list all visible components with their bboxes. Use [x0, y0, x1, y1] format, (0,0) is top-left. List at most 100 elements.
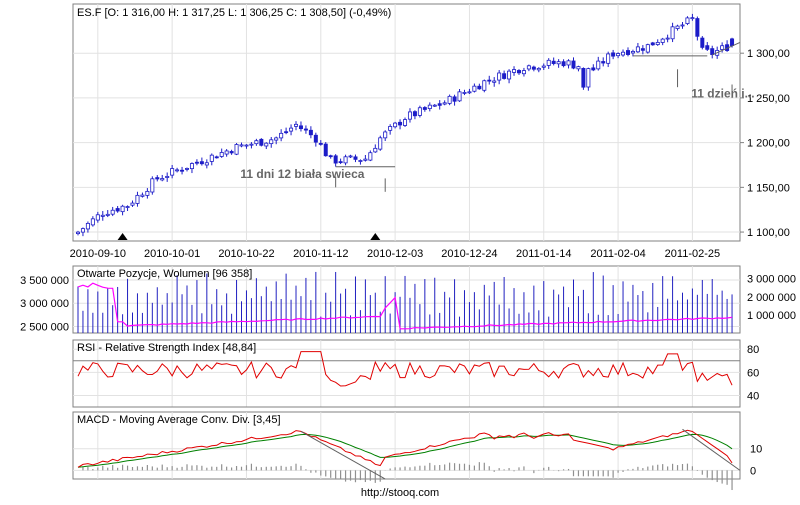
bearish-candle	[591, 67, 596, 71]
bearish-candle	[180, 169, 185, 172]
bullish-candle	[556, 61, 561, 65]
volume-panel-frame	[72, 265, 741, 334]
bearish-candle	[710, 48, 715, 55]
bullish-candle	[358, 160, 363, 162]
bullish-candle	[690, 17, 695, 20]
bullish-candle	[566, 60, 571, 66]
bullish-candle	[630, 51, 635, 54]
bullish-candle	[482, 80, 487, 91]
bullish-candle	[472, 85, 477, 92]
bearish-candle	[199, 161, 204, 165]
bullish-candle	[85, 222, 90, 230]
bearish-candle	[531, 66, 536, 70]
x-tick-label: 2011-01-14	[516, 248, 571, 260]
bullish-candle	[586, 68, 591, 88]
x-tick-label: 2011-02-04	[590, 248, 645, 260]
bullish-candle	[373, 147, 378, 153]
bullish-candle	[239, 144, 244, 147]
rsi-tick-label: 40	[747, 390, 759, 402]
bullish-candle	[507, 70, 512, 80]
bullish-candle	[403, 119, 408, 126]
bullish-candle	[492, 80, 497, 83]
bullish-candle	[269, 139, 274, 145]
bullish-candle	[80, 228, 85, 233]
bullish-candle	[427, 104, 432, 110]
rsi-panel-title: RSI - Relative Strength Index [48,84]	[77, 342, 256, 354]
triangle-marker	[370, 233, 381, 240]
bullish-candle	[606, 53, 611, 64]
bullish-candle	[130, 202, 135, 206]
bullish-candle	[234, 144, 239, 155]
chart-annotation: 11 dzień i...	[691, 86, 754, 100]
bullish-candle	[95, 214, 100, 221]
bearish-candle	[229, 151, 234, 154]
bullish-candle	[135, 194, 140, 204]
bullish-candle	[209, 154, 214, 162]
bullish-candle	[720, 45, 725, 50]
bearish-candle	[437, 103, 442, 106]
bearish-candle	[422, 107, 427, 110]
bullish-candle	[244, 144, 249, 147]
bullish-candle	[665, 37, 670, 40]
bullish-candle	[467, 91, 472, 94]
bullish-candle	[249, 143, 254, 146]
bullish-candle	[254, 140, 259, 145]
macd-trend-line	[682, 428, 741, 471]
right-axis-label: 2 000 000	[747, 292, 796, 304]
bullish-candle	[368, 152, 373, 161]
bullish-candle	[417, 107, 422, 116]
bullish-candle	[407, 111, 412, 120]
x-tick-label: 2011-02-25	[665, 248, 720, 260]
bearish-candle	[303, 128, 308, 131]
bullish-candle	[100, 214, 105, 217]
right-axis-label: 1 000 000	[747, 310, 796, 322]
bearish-candle	[115, 208, 120, 212]
bullish-candle	[660, 38, 665, 43]
bullish-candle	[621, 51, 626, 56]
x-tick-label: 2010-12-03	[367, 248, 423, 260]
bearish-candle	[194, 161, 199, 164]
bearish-candle	[308, 129, 313, 136]
bullish-candle	[670, 26, 675, 40]
bearish-candle	[551, 60, 556, 64]
bullish-candle	[185, 168, 190, 170]
bearish-candle	[284, 131, 289, 134]
bearish-candle	[625, 50, 630, 55]
bullish-candle	[189, 163, 194, 170]
bullish-candle	[680, 24, 685, 27]
bearish-candle	[477, 85, 482, 90]
bearish-candle	[700, 37, 705, 48]
x-tick-label: 2010-12-24	[441, 248, 497, 260]
bullish-candle	[457, 91, 462, 102]
bullish-candle	[140, 194, 145, 197]
bullish-candle	[294, 123, 299, 127]
bullish-candle	[536, 67, 541, 71]
x-tick-label: 2010-10-01	[144, 248, 200, 260]
bullish-candle	[150, 178, 155, 193]
bearish-candle	[650, 42, 655, 46]
bearish-candle	[412, 111, 417, 117]
x-tick-label: 2010-11-12	[293, 248, 348, 260]
bullish-candle	[219, 152, 224, 157]
bullish-candle	[105, 213, 110, 216]
y-tick-label: 1 200,00	[747, 138, 790, 150]
macd-tick-label: 0	[750, 465, 756, 477]
footer-url: http://stooq.com	[361, 487, 439, 499]
macd-line	[77, 429, 733, 468]
bullish-candle	[378, 137, 383, 150]
left-axis-label: 2 500 000	[20, 321, 69, 333]
bullish-candle	[576, 66, 581, 70]
bullish-candle	[279, 132, 284, 139]
rsi-tick-label: 80	[747, 344, 759, 356]
bullish-candle	[76, 231, 81, 235]
bullish-candle	[512, 69, 517, 73]
y-tick-label: 1 250,00	[747, 93, 790, 105]
open-interest-line	[77, 282, 733, 330]
bullish-candle	[264, 142, 269, 147]
bullish-candle	[289, 127, 294, 132]
bullish-candle	[383, 131, 388, 139]
bearish-candle	[571, 60, 576, 69]
bearish-candle	[214, 156, 219, 159]
